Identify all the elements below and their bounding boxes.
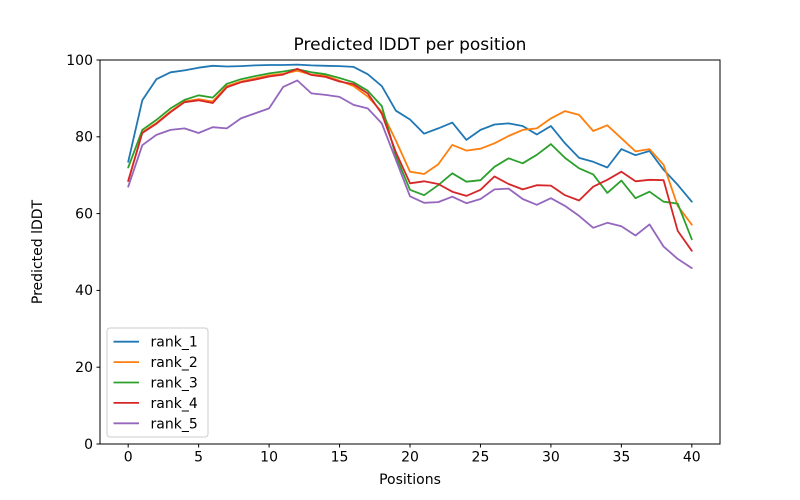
y-tick-label: 100 [66, 53, 93, 69]
x-tick-label: 0 [124, 450, 133, 466]
x-tick-label: 20 [401, 450, 419, 466]
chart-title: Predicted lDDT per position [294, 35, 527, 55]
y-axis-ticks: 0 20 40 60 80 100 [66, 53, 100, 453]
legend-label: rank_1 [151, 335, 198, 351]
legend-item: rank_2 [113, 355, 198, 371]
x-tick-label: 30 [542, 450, 560, 466]
legend-item: rank_5 [113, 416, 198, 432]
legend-item: rank_1 [113, 335, 198, 351]
legend-item: rank_4 [113, 396, 198, 412]
x-tick-label: 5 [194, 450, 203, 466]
legend-label: rank_5 [151, 416, 198, 432]
x-tick-label: 15 [331, 450, 349, 466]
y-axis-label: Predicted lDDT [30, 199, 46, 304]
legend-box [106, 327, 209, 438]
y-tick-label: 20 [75, 360, 93, 376]
series-line-rank_3 [127, 68, 693, 241]
x-tick-label: 40 [683, 450, 701, 466]
legend-label: rank_4 [151, 396, 198, 412]
x-tick-label: 10 [260, 450, 278, 466]
series-line-rank_4 [127, 67, 693, 252]
x-axis-label: Positions [379, 472, 441, 488]
y-tick-label: 0 [84, 437, 93, 453]
y-tick-label: 40 [75, 283, 93, 299]
x-tick-label: 25 [472, 450, 490, 466]
series-lines [127, 63, 693, 270]
series-line-rank_1 [127, 63, 693, 203]
y-tick-label: 60 [75, 206, 93, 222]
legend-label: rank_3 [151, 376, 198, 392]
x-axis-ticks: 0 5 10 15 20 25 30 35 40 [124, 444, 701, 466]
legend-label: rank_2 [151, 355, 198, 371]
legend-item: rank_3 [113, 376, 198, 392]
y-tick-label: 80 [75, 130, 93, 146]
legend: rank_1 rank_2 rank_3 rank_4 rank_5 [106, 327, 209, 438]
x-tick-label: 35 [612, 450, 630, 466]
series-line-rank_5 [127, 79, 693, 270]
